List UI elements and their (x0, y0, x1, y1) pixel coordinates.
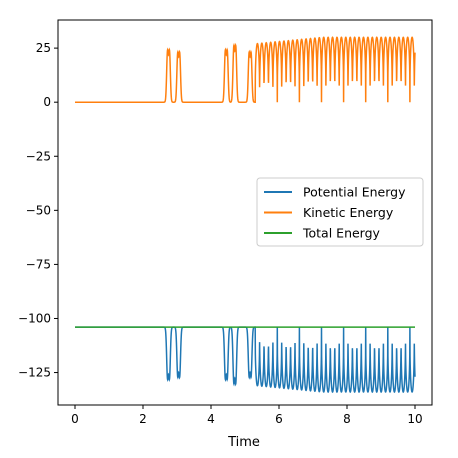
x-tick-label: 0 (71, 412, 79, 426)
ticks-layer: 0 2 4 6 8 10 25 0 −25 −50 −75 −100 −125 (18, 41, 423, 426)
y-tick-label: 25 (36, 41, 51, 55)
legend-label: Total Energy (302, 226, 381, 241)
legend-box (256, 177, 424, 247)
y-tick-label: −100 (18, 311, 51, 325)
legend-label: Potential Energy (303, 185, 406, 200)
y-tick-label: −25 (26, 149, 51, 163)
x-tick-label: 6 (275, 412, 283, 426)
y-tick-label: 0 (43, 95, 51, 109)
legend-label: Kinetic Energy (303, 205, 394, 220)
series-layer (75, 36, 416, 393)
x-tick-label: 8 (343, 412, 351, 426)
x-axis-label: Time (227, 435, 260, 450)
x-tick-label: 4 (207, 412, 215, 426)
y-tick-label: −125 (18, 366, 51, 380)
y-tick-label: −75 (26, 257, 51, 271)
legend: Potential Energy Kinetic Energy Total Ener… (256, 177, 424, 247)
x-tick-label: 10 (407, 412, 422, 426)
y-tick-label: −50 (26, 203, 51, 217)
series-line-kinetic-energy (75, 36, 416, 103)
x-tick-label: 2 (139, 412, 147, 426)
